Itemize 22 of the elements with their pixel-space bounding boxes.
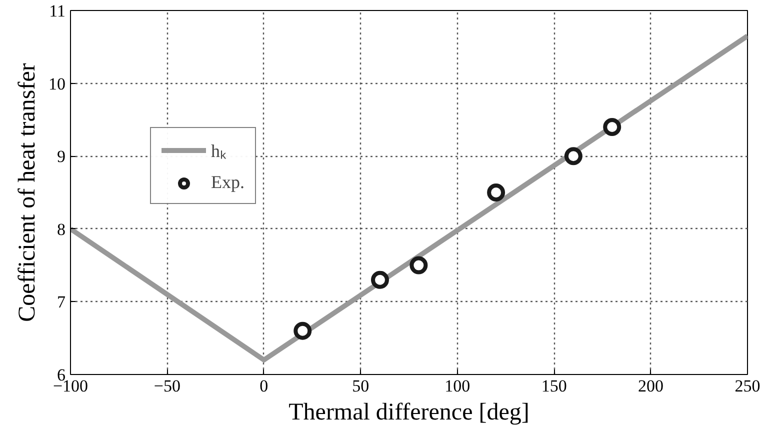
x-tick-label: 150 (541, 376, 567, 396)
y-tick-label: 9 (57, 147, 66, 166)
legend-label: hₖ (211, 140, 227, 162)
x-tick-label: 100 (444, 376, 470, 396)
y-tick-label: 11 (49, 2, 66, 20)
y-tick-label: 7 (57, 292, 66, 312)
x-tick-label: 0 (260, 376, 268, 396)
x-tick-label: −50 (154, 376, 181, 396)
y-tick-label: 8 (57, 220, 66, 239)
point (487, 184, 506, 202)
point (603, 118, 622, 136)
x-tick-label: 250 (734, 376, 760, 396)
x-axis-title: Thermal difference [deg] (288, 400, 530, 426)
x-tick-label: 200 (638, 376, 664, 396)
point (564, 147, 582, 166)
point (410, 256, 428, 274)
point (370, 270, 389, 289)
legend-label: Exp. (211, 172, 244, 193)
point (294, 322, 312, 340)
y-tick-label: 10 (48, 74, 66, 94)
x-tick-label: 50 (352, 376, 370, 396)
y-axis-title: Coefficient of heat transfer (14, 63, 40, 322)
